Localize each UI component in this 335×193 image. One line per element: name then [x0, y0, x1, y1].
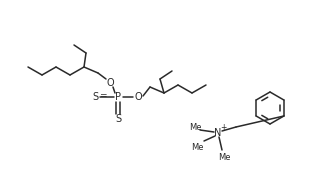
Text: Me: Me	[218, 152, 230, 162]
Text: =: =	[99, 91, 107, 101]
Text: Me: Me	[191, 144, 203, 152]
Text: N: N	[214, 128, 222, 138]
Text: S: S	[115, 114, 121, 124]
Text: O: O	[106, 78, 114, 88]
Text: Me: Me	[189, 124, 201, 133]
Text: S: S	[92, 92, 98, 102]
Text: P: P	[115, 92, 121, 102]
Text: O: O	[134, 92, 142, 102]
Text: +: +	[220, 124, 226, 133]
